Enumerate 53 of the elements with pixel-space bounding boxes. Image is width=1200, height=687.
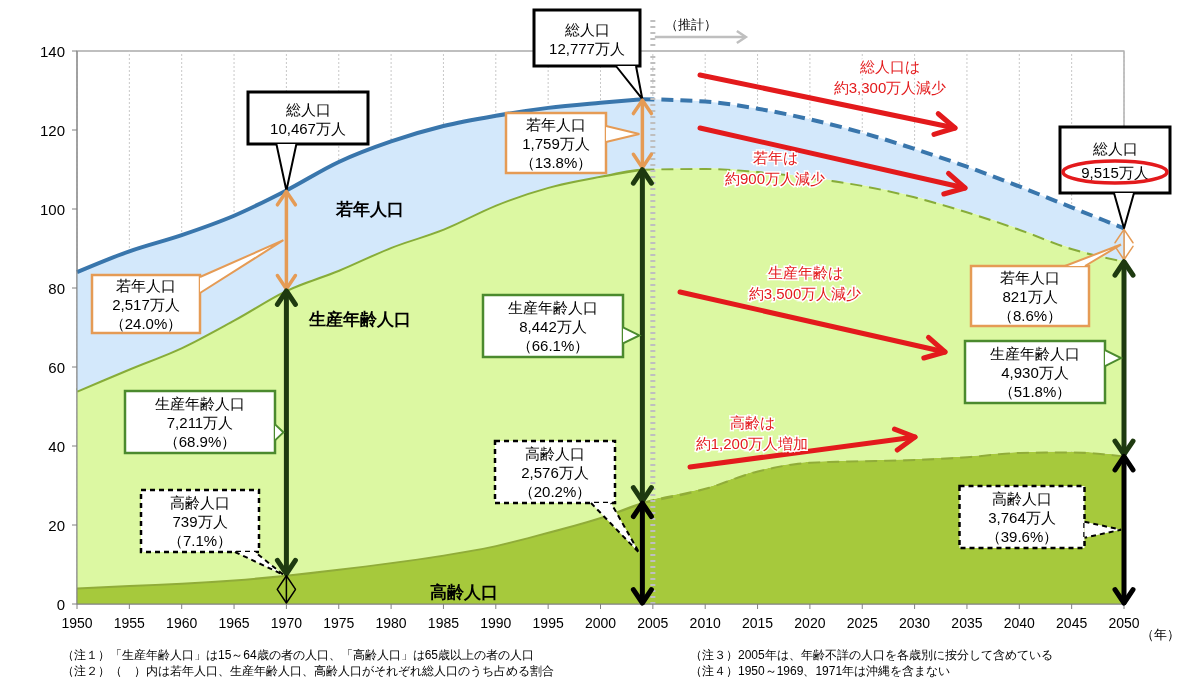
x-tick-label: 1995 bbox=[532, 615, 564, 631]
x-tick-label: 1950 bbox=[61, 615, 93, 631]
ref-line-label: （推計） bbox=[664, 16, 717, 32]
y-tick-label: 120 bbox=[39, 121, 65, 139]
annotation: 総人口12,777万人 bbox=[549, 20, 625, 56]
annotation: 高齢は約1,200万人増加 bbox=[695, 413, 809, 451]
annotation: 総人口10,467万人 bbox=[270, 100, 346, 136]
text: （注４）1950～1969、1971年は沖縄を含まない bbox=[690, 664, 951, 678]
y-tick-label: 60 bbox=[48, 358, 65, 376]
text: （注３）2005年は、年齢不詳の人口を各歳別に按分して含めている bbox=[690, 648, 1053, 662]
annotation: 若年人口2,517万人（24.0%） bbox=[109, 276, 183, 332]
annotation: 若年人口821万人（8.6%） bbox=[997, 268, 1063, 324]
y-tick-label: 100 bbox=[39, 200, 65, 218]
x-tick-label: 2015 bbox=[741, 615, 774, 631]
annotation: 高齢人口3,764万人（39.6%） bbox=[985, 489, 1059, 545]
x-tick-label: 2025 bbox=[846, 615, 879, 631]
y-tick-label: 0 bbox=[56, 595, 65, 613]
x-tick-label: 1960 bbox=[166, 615, 198, 631]
series-label: 若年人口 bbox=[335, 199, 405, 219]
x-tick-label: 1965 bbox=[218, 615, 250, 631]
y-tick-label: 140 bbox=[39, 42, 65, 60]
x-tick-label: 2030 bbox=[899, 615, 931, 631]
x-tick-label: 2050 bbox=[1108, 615, 1140, 631]
text: （注２）（ ）内は若年人口、生産年齢人口、高齢人口がそれぞれ総人口のうち占める割合 bbox=[62, 664, 554, 678]
annotation: 総人口は約3,300万人減少 bbox=[833, 57, 947, 95]
x-tick-label: 1975 bbox=[323, 615, 355, 631]
x-tick-label: 2005 bbox=[637, 615, 669, 631]
x-tick-label: 2000 bbox=[584, 615, 617, 631]
annotation: 生産年齢人口7,211万人（68.9%） bbox=[155, 394, 245, 450]
x-tick-label: 1990 bbox=[480, 615, 512, 631]
x-tick-label: 2010 bbox=[689, 615, 721, 631]
y-tick-label: 40 bbox=[48, 437, 65, 455]
series-label: 生産年齢人口 bbox=[307, 310, 411, 330]
annotation: 若年人口1,759万人（13.8%） bbox=[519, 115, 593, 171]
y-tick-label: 80 bbox=[48, 279, 65, 297]
y-tick-label: 20 bbox=[48, 516, 65, 534]
x-tick-label: 2040 bbox=[1003, 615, 1036, 631]
annotation: 生産年齢人口4,930万人（51.8%） bbox=[990, 344, 1080, 400]
annotation: 高齢人口2,576万人（20.2%） bbox=[518, 444, 592, 500]
x-tick-label: 2035 bbox=[951, 615, 983, 631]
series-label: 高齢人口 bbox=[430, 582, 499, 602]
annotation: 生産年齢人口8,442万人（66.1%） bbox=[508, 298, 598, 354]
x-tick-label: 1970 bbox=[270, 615, 303, 631]
x-tick-label: 1955 bbox=[113, 615, 146, 631]
annotation: 生産年齢は約3,500万人減少 bbox=[748, 263, 862, 301]
x-tick-label: 1985 bbox=[427, 615, 460, 631]
text: （注１）「生産年齢人口」は15～64歳の者の人口、「高齢人口」は65歳以上の者の人口 bbox=[62, 648, 535, 662]
annotation: 総人口9,515万人 bbox=[1081, 139, 1149, 181]
annotation: 高齢人口739万人（7.1%） bbox=[167, 493, 233, 549]
x-tick-label: 2045 bbox=[1056, 615, 1088, 631]
x-tick-label: 2020 bbox=[794, 615, 826, 631]
x-tick-label: 1980 bbox=[375, 615, 407, 631]
x-axis-title: （年） bbox=[1140, 626, 1180, 642]
